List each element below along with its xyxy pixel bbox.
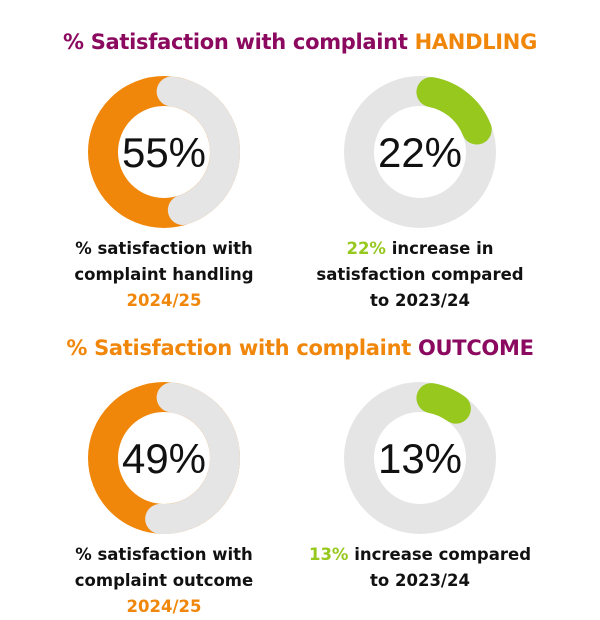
donut-remainder-arc xyxy=(145,382,240,534)
caption-highlight: 22% xyxy=(346,239,386,258)
caption-line: % satisfaction with xyxy=(75,239,253,258)
handling-satisfaction-caption: % satisfaction with complaint handling 2… xyxy=(34,236,294,314)
donut-center-label: 22% xyxy=(378,129,462,176)
donut-value-arc xyxy=(416,383,471,424)
caption-line: to 2023/24 xyxy=(370,291,470,310)
handling-heading: % Satisfaction with complaint HANDLING xyxy=(0,30,600,54)
donut-outcome-satisfaction: 49% xyxy=(88,382,240,534)
donut-center-label: 13% xyxy=(378,435,462,482)
caption-line: % satisfaction with xyxy=(75,545,253,564)
donut-outcome-increase: 13% xyxy=(344,382,496,534)
handling-increase-caption: 22% increase in satisfaction compared to… xyxy=(290,236,550,314)
caption-line: 22% increase in xyxy=(290,236,550,262)
caption-text: increase in xyxy=(385,239,494,258)
outcome-heading: % Satisfaction with complaint OUTCOME xyxy=(0,336,600,360)
caption-year: 2024/25 xyxy=(126,597,202,616)
heading-emphasis: OUTCOME xyxy=(417,336,534,360)
donut-handling-increase: 22% xyxy=(344,76,496,228)
donut-center-label: 49% xyxy=(122,435,206,482)
caption-year: 2024/25 xyxy=(126,291,202,310)
donut-remainder-arc xyxy=(156,76,240,226)
caption-highlight: 13% xyxy=(308,545,349,564)
caption-text: increase compared xyxy=(348,545,532,564)
heading-prefix: % Satisfaction with complaint xyxy=(66,336,418,360)
caption-line: complaint outcome xyxy=(74,571,254,590)
heading-emphasis: HANDLING xyxy=(414,30,538,54)
donut-center-label: 55% xyxy=(122,129,206,176)
caption-line: satisfaction compared xyxy=(316,265,524,284)
caption-line: 13% increase compared xyxy=(290,542,550,568)
donut-handling-satisfaction: 55% xyxy=(88,76,240,228)
heading-prefix: % Satisfaction with complaint xyxy=(62,30,415,54)
outcome-increase-caption: 13% increase compared to 2023/24 xyxy=(290,542,550,594)
outcome-satisfaction-caption: % satisfaction with complaint outcome 20… xyxy=(34,542,294,620)
donut-value-arc xyxy=(416,77,492,145)
caption-line: to 2023/24 xyxy=(370,571,470,590)
caption-line: complaint handling xyxy=(74,265,254,284)
